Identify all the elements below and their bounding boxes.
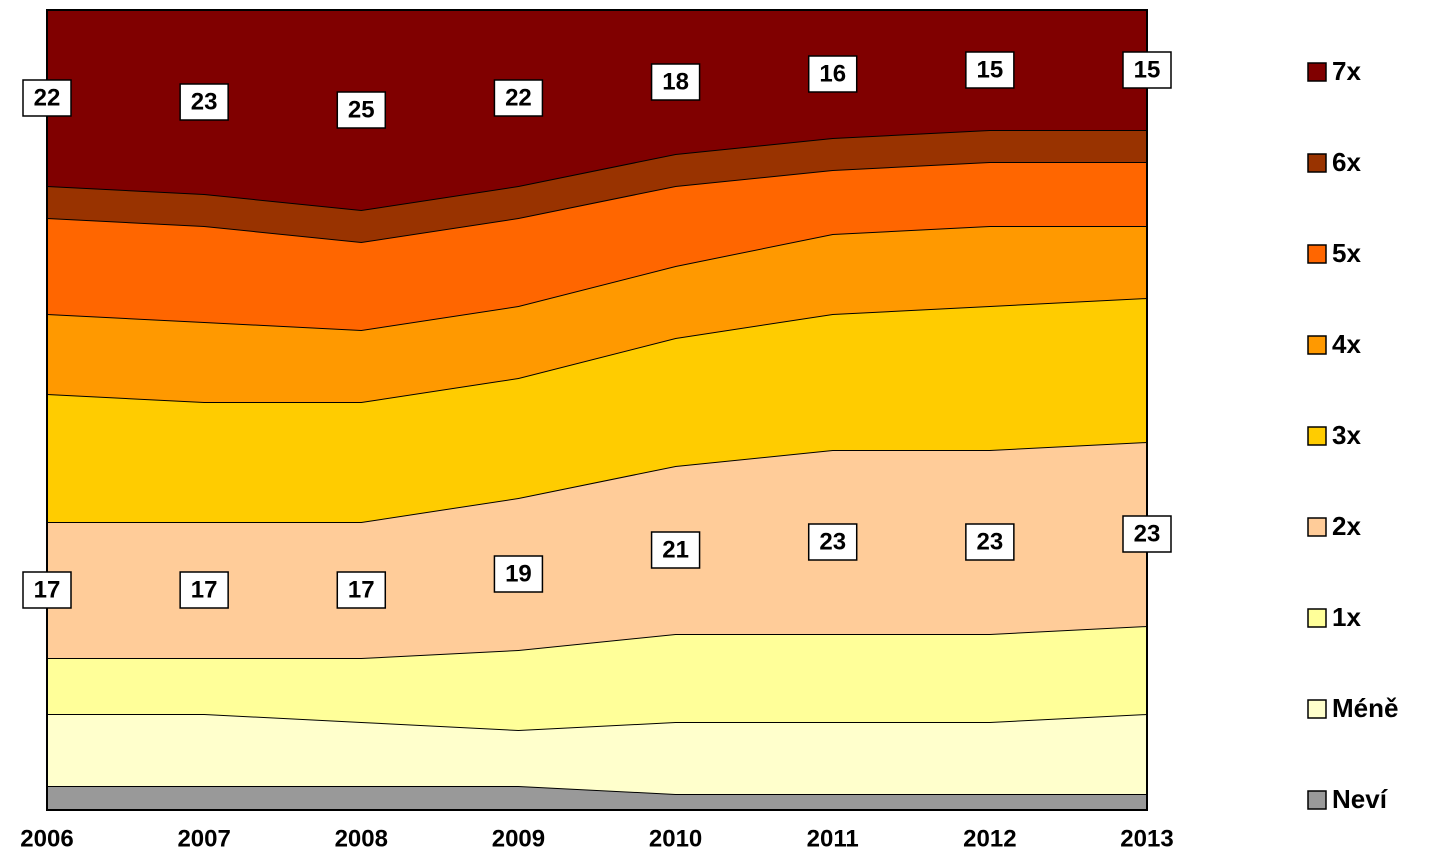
area — [47, 626, 1147, 730]
data-label: 22 — [505, 84, 532, 111]
data-label-box — [965, 523, 1015, 561]
data-label: 15 — [977, 56, 1004, 83]
legend-label: Méně — [1332, 693, 1398, 723]
data-label: 17 — [34, 576, 61, 603]
data-label: 17 — [348, 576, 375, 603]
data-label-box — [336, 91, 387, 129]
data-label: 21 — [662, 536, 689, 563]
data-label-box — [22, 571, 72, 609]
legend-label: 1x — [1332, 602, 1361, 632]
data-label: 23 — [977, 528, 1004, 555]
area — [47, 786, 1147, 810]
x-tick-label: 2007 — [177, 825, 230, 852]
x-tick-label: 2006 — [20, 825, 73, 852]
data-label: 22 — [34, 84, 61, 111]
x-tick-label: 2008 — [335, 825, 388, 852]
x-tick-label: 2010 — [649, 825, 702, 852]
data-label: 18 — [662, 68, 689, 95]
legend-swatch — [1307, 62, 1327, 82]
x-tick-label: 2011 — [807, 825, 859, 852]
legend-swatch — [1307, 699, 1327, 719]
area — [47, 442, 1147, 658]
area — [47, 10, 1147, 210]
legend-label: 3x — [1332, 420, 1361, 450]
data-label: 17 — [191, 576, 218, 603]
data-label-box — [965, 51, 1015, 89]
area — [47, 226, 1147, 402]
legend-swatch — [1307, 335, 1327, 355]
data-label-box — [336, 571, 387, 609]
data-label: 16 — [819, 60, 846, 87]
data-label-box — [179, 571, 229, 609]
legend-swatch — [1307, 426, 1327, 446]
data-label: 23 — [819, 528, 846, 555]
data-label: 19 — [505, 560, 532, 587]
data-label-box — [493, 555, 544, 593]
data-label-box — [807, 523, 858, 561]
data-label: 23 — [1134, 520, 1161, 547]
plot-border — [46, 9, 1148, 811]
data-label-box — [1122, 51, 1172, 89]
data-label: 15 — [1134, 56, 1161, 83]
area — [47, 130, 1147, 242]
x-tick-label: 2009 — [492, 825, 545, 852]
data-label-box — [22, 79, 72, 117]
legend-swatch — [1307, 153, 1327, 173]
legend-swatch — [1307, 790, 1327, 810]
legend-label: 7x — [1332, 56, 1361, 86]
legend-swatch — [1307, 244, 1327, 264]
legend-label: Neví — [1332, 784, 1388, 814]
data-label: 25 — [348, 96, 375, 123]
data-label-box — [807, 55, 858, 93]
legend-swatch — [1307, 608, 1327, 628]
data-label-box — [650, 531, 701, 569]
data-label-box — [493, 79, 544, 117]
legend-label: 6x — [1332, 147, 1361, 177]
data-label-box — [179, 83, 229, 121]
area — [47, 714, 1147, 794]
data-label-box — [650, 63, 701, 101]
data-label-box — [1122, 515, 1172, 553]
legend-label: 2x — [1332, 511, 1361, 541]
legend-label: 5x — [1332, 238, 1361, 268]
legend-swatch — [1307, 517, 1327, 537]
x-tick-label: 2012 — [963, 825, 1016, 852]
data-label: 23 — [191, 88, 218, 115]
area — [47, 162, 1147, 330]
area — [47, 298, 1147, 522]
legend-label: 4x — [1332, 329, 1361, 359]
x-tick-label: 2013 — [1120, 825, 1173, 852]
